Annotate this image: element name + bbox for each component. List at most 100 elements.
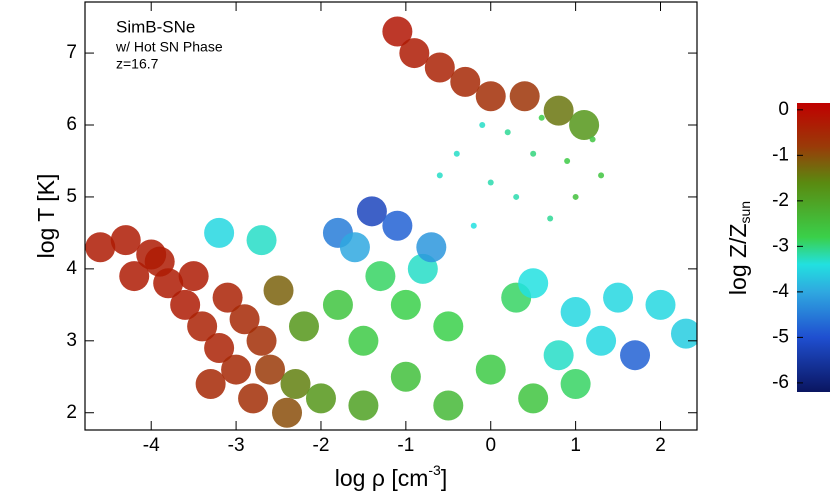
point <box>475 81 506 112</box>
x-label-text: log ρ [cm <box>335 465 429 491</box>
point <box>424 52 455 83</box>
point <box>586 325 617 356</box>
point <box>513 193 520 200</box>
point <box>487 179 494 186</box>
colorbar-label-text: log Z/Z <box>725 224 751 296</box>
point <box>390 361 421 392</box>
point <box>560 368 591 399</box>
point <box>543 95 574 126</box>
point <box>530 150 537 157</box>
point <box>433 311 464 342</box>
point <box>85 232 116 263</box>
y-tick-label: 4 <box>66 258 77 279</box>
y-tick-label: 3 <box>66 330 77 351</box>
point <box>170 289 201 320</box>
point <box>339 232 370 263</box>
point <box>305 383 336 414</box>
points <box>85 16 697 428</box>
colorbar <box>797 103 830 392</box>
colorbar-tick-label: -4 <box>772 281 789 302</box>
y-tick-label: 6 <box>66 114 77 135</box>
annotation: w/ Hot SN Phase <box>115 39 223 55</box>
y-tick-label: 2 <box>66 402 77 423</box>
point <box>365 261 396 292</box>
x-tick-label: -1 <box>397 435 414 456</box>
point <box>229 304 260 335</box>
point <box>263 275 294 306</box>
point <box>288 311 319 342</box>
x-tick-label: -2 <box>313 435 330 456</box>
point <box>119 261 150 292</box>
point <box>538 114 545 121</box>
colorbar-tick-label: -2 <box>772 190 789 211</box>
colorbar-tick-label: -5 <box>772 326 789 347</box>
point <box>348 325 379 356</box>
point <box>433 390 464 421</box>
point <box>246 325 277 356</box>
x-tick-label: 0 <box>485 435 496 456</box>
point <box>569 110 600 141</box>
point <box>204 217 235 248</box>
point <box>509 81 540 112</box>
point <box>453 150 460 157</box>
y-tick-label: 5 <box>66 186 77 207</box>
colorbar-tick-label: -1 <box>772 144 789 165</box>
point <box>518 383 549 414</box>
x-axis-label: log ρ [cm-3] <box>335 462 447 491</box>
y-tick-label: 7 <box>66 42 77 63</box>
point <box>603 282 634 313</box>
point <box>572 193 579 200</box>
x-tick-label: 1 <box>570 435 581 456</box>
point <box>187 311 218 342</box>
colorbar-tick-label: 0 <box>778 99 789 120</box>
point <box>416 232 447 263</box>
x-label-sup: -3 <box>428 462 441 478</box>
colorbar-tick-label: -3 <box>772 235 789 256</box>
point <box>479 122 486 129</box>
annotation: SimB-SNe <box>116 17 195 36</box>
x-tick-label: 2 <box>655 435 666 456</box>
point <box>195 368 226 399</box>
x-tick-label: -3 <box>228 435 245 456</box>
annotation: z=16.7 <box>116 56 159 72</box>
colorbar-label: log Z/Zsun <box>725 201 753 295</box>
point <box>475 354 506 385</box>
point <box>390 289 421 320</box>
x-tick-label: -4 <box>143 435 160 456</box>
point <box>246 225 277 256</box>
point <box>322 289 353 320</box>
colorbar-tick-label: -6 <box>772 372 789 393</box>
point <box>212 282 243 313</box>
point <box>272 397 303 428</box>
point <box>178 261 209 292</box>
point <box>518 268 549 299</box>
point <box>645 289 676 320</box>
point <box>504 129 511 136</box>
point <box>110 225 141 256</box>
point <box>221 354 252 385</box>
point <box>348 390 379 421</box>
point <box>598 172 605 179</box>
point <box>382 210 413 241</box>
point <box>560 297 591 328</box>
point <box>255 354 286 385</box>
point <box>564 157 571 164</box>
point <box>356 196 387 227</box>
point <box>144 246 175 277</box>
point <box>620 340 651 371</box>
point <box>470 222 477 229</box>
point <box>238 383 269 414</box>
point <box>543 340 574 371</box>
point <box>280 368 311 399</box>
x-label-tail: ] <box>441 465 447 491</box>
point <box>436 172 443 179</box>
colorbar-label-sub: sun <box>737 201 753 224</box>
point <box>589 136 596 143</box>
point <box>399 38 430 69</box>
point <box>382 16 413 47</box>
point <box>450 66 481 97</box>
plot-frame <box>84 1 698 431</box>
y-axis-label: log T [K] <box>33 174 59 259</box>
